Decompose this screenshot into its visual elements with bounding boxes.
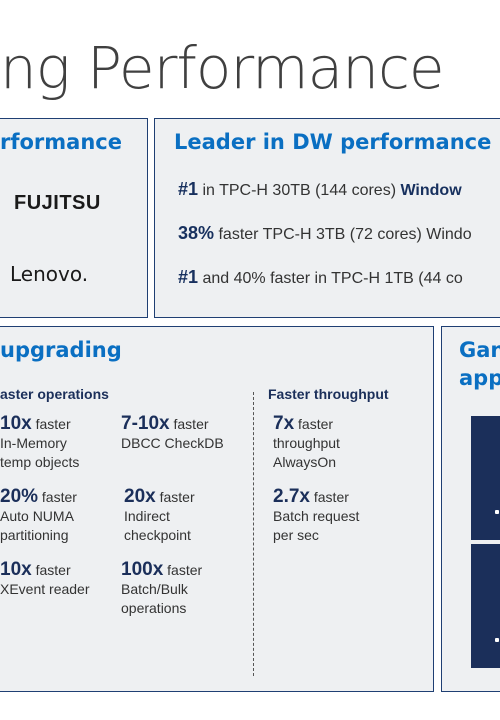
stat-value: 7-10x xyxy=(121,413,170,434)
dw-performance-panel xyxy=(154,118,500,318)
stat-value: 10x xyxy=(0,413,32,434)
stat-checkdb: 7-10x faster DBCC CheckDB xyxy=(121,414,224,453)
navy-tile-2 xyxy=(471,544,500,668)
stat-alwayson: 7x faster throughput AlwaysOn xyxy=(273,414,340,472)
stat-xevent: 10x faster XEvent reader xyxy=(0,560,90,599)
stat-suffix: faster xyxy=(31,562,71,578)
faster-operations-heading: aster operations xyxy=(0,386,109,402)
stat-label-2: partitioning xyxy=(0,527,69,543)
dw-line-3-number: #1 xyxy=(178,267,199,287)
dw-line-2-number: 38% xyxy=(178,223,215,243)
stat-suffix: faster xyxy=(309,489,349,505)
tile-2-fragment xyxy=(495,638,499,642)
dw-line-3: #1 and 40% faster in TPC-H 1TB (44 co xyxy=(178,267,463,288)
column-divider xyxy=(253,392,254,676)
gains-heading-line-2: app xyxy=(459,366,500,390)
faster-throughput-heading: Faster throughput xyxy=(268,386,389,402)
lenovo-logo: Lenovo. xyxy=(10,262,89,286)
dw-performance-heading: Leader in DW performance xyxy=(174,130,492,154)
upgrading-panel xyxy=(0,326,434,692)
stat-bulk: 100x faster Batch/Bulk operations xyxy=(121,560,202,618)
stat-suffix: faster xyxy=(169,416,209,432)
navy-tile-1 xyxy=(471,416,500,540)
stat-suffix: faster xyxy=(31,416,71,432)
stat-label-1: In-Memory xyxy=(0,435,67,451)
fujitsu-logo: FUJITSU xyxy=(14,192,101,214)
stat-suffix: faster xyxy=(163,562,203,578)
stat-label-2: per sec xyxy=(273,527,319,543)
performance-heading: rformance xyxy=(0,130,122,154)
stat-label-2: operations xyxy=(121,600,187,616)
stat-label-1: Auto NUMA xyxy=(0,508,74,524)
upgrading-heading: upgrading xyxy=(0,338,122,362)
stat-value: 2.7x xyxy=(273,486,310,507)
dw-line-1-number: #1 xyxy=(178,179,199,199)
dw-line-1: #1 in TPC-H 30TB (144 cores) Window xyxy=(178,179,462,200)
dw-line-2: 38% faster TPC-H 3TB (72 cores) Windo xyxy=(178,223,472,244)
stat-inmemory: 10x faster In-Memory temp objects xyxy=(0,414,79,472)
stat-label-1: DBCC CheckDB xyxy=(121,435,224,451)
stat-numa: 20% faster Auto NUMA partitioning xyxy=(0,487,77,545)
stat-label-2: temp objects xyxy=(0,454,80,470)
stat-label-2: AlwaysOn xyxy=(273,454,337,470)
stat-value: 100x xyxy=(121,559,164,580)
dw-line-2-text: faster TPC-H 3TB (72 cores) Windo xyxy=(214,226,472,243)
stat-label-1: Batch/Bulk xyxy=(121,581,188,597)
stat-suffix: faster xyxy=(38,489,77,505)
tile-1-fragment xyxy=(495,510,499,514)
stat-label-1: Batch request xyxy=(273,508,360,524)
dw-line-1-text: in TPC-H 30TB (144 cores) xyxy=(198,182,401,199)
stat-checkpoint: 20x faster Indirect checkpoint xyxy=(124,487,195,545)
stat-value: 7x xyxy=(273,413,295,434)
stat-batch-request: 2.7x faster Batch request per sec xyxy=(273,487,359,545)
stat-suffix: faster xyxy=(294,416,334,432)
performance-panel xyxy=(0,118,148,318)
page-title: ng Performance xyxy=(0,34,445,102)
stat-suffix: faster xyxy=(155,489,195,505)
stat-label-1: XEvent reader xyxy=(0,581,90,597)
stat-label-2: checkpoint xyxy=(124,527,191,543)
stat-label-1: throughput xyxy=(273,435,340,451)
dw-line-1-bold: Window xyxy=(400,182,462,199)
stat-value: 10x xyxy=(0,559,32,580)
dw-line-3-text: and 40% faster in TPC-H 1TB (44 co xyxy=(198,270,463,287)
stat-value: 20% xyxy=(0,486,39,507)
stat-value: 20x xyxy=(124,486,156,507)
stat-label-1: Indirect xyxy=(124,508,170,524)
gains-heading-line-1: Gan xyxy=(459,338,500,362)
